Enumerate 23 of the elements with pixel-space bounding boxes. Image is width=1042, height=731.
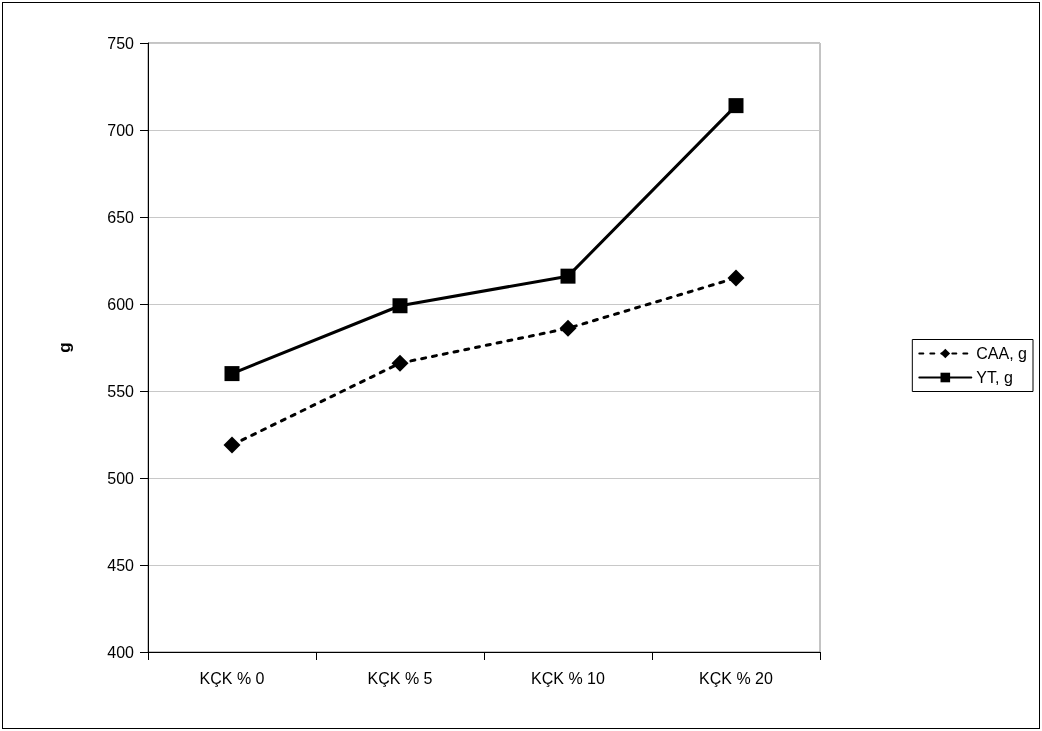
y-tick-label: 550 [107, 382, 135, 400]
y-tick-label: 450 [107, 556, 135, 574]
point [392, 298, 408, 314]
point [560, 268, 576, 284]
point [224, 366, 240, 382]
x-tick-label: KÇK % 20 [699, 669, 774, 687]
x-tick-label: KÇK % 10 [531, 669, 606, 687]
y-tick-label: 750 [107, 34, 135, 52]
y-tick-label: 500 [107, 469, 135, 487]
point [728, 98, 744, 114]
point [727, 269, 745, 287]
y-tick-label: 650 [107, 208, 135, 226]
y-tick-label: 700 [107, 121, 135, 139]
point [559, 319, 577, 337]
legend-label: CAA, g [976, 345, 1027, 362]
point [223, 436, 241, 454]
y-tick-label: 400 [107, 643, 135, 661]
y-tick-label: 600 [107, 295, 135, 313]
point [391, 354, 409, 372]
x-tick-label: KÇK % 0 [199, 669, 265, 687]
legend-label: YT, g [976, 369, 1013, 386]
y-axis-title: g [55, 342, 74, 353]
x-tick-label: KÇK % 5 [367, 669, 433, 687]
